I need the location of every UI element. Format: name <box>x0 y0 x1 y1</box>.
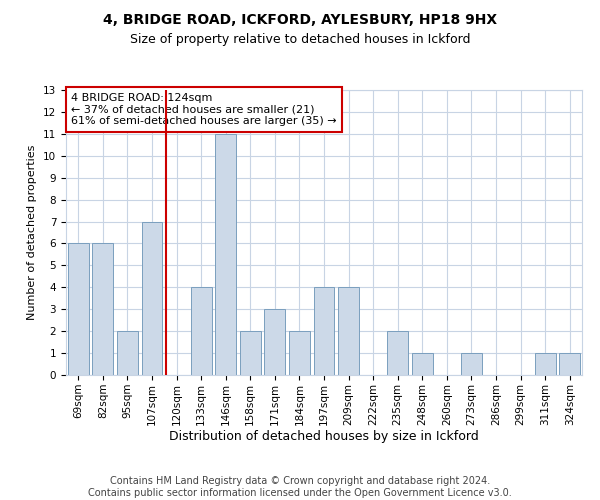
Y-axis label: Number of detached properties: Number of detached properties <box>28 145 37 320</box>
Bar <box>338 288 359 375</box>
Bar <box>191 288 212 375</box>
Bar <box>265 309 286 375</box>
Text: Contains HM Land Registry data © Crown copyright and database right 2024.
Contai: Contains HM Land Registry data © Crown c… <box>88 476 512 498</box>
Bar <box>412 353 433 375</box>
Text: 4, BRIDGE ROAD, ICKFORD, AYLESBURY, HP18 9HX: 4, BRIDGE ROAD, ICKFORD, AYLESBURY, HP18… <box>103 12 497 26</box>
Bar <box>92 244 113 375</box>
Text: Size of property relative to detached houses in Ickford: Size of property relative to detached ho… <box>130 32 470 46</box>
Text: 4 BRIDGE ROAD: 124sqm
← 37% of detached houses are smaller (21)
61% of semi-deta: 4 BRIDGE ROAD: 124sqm ← 37% of detached … <box>71 93 337 126</box>
X-axis label: Distribution of detached houses by size in Ickford: Distribution of detached houses by size … <box>169 430 479 444</box>
Bar <box>387 331 408 375</box>
Bar <box>142 222 163 375</box>
Bar <box>117 331 138 375</box>
Bar <box>314 288 334 375</box>
Bar <box>559 353 580 375</box>
Bar <box>215 134 236 375</box>
Bar <box>535 353 556 375</box>
Bar <box>68 244 89 375</box>
Bar <box>461 353 482 375</box>
Bar <box>240 331 261 375</box>
Bar <box>289 331 310 375</box>
